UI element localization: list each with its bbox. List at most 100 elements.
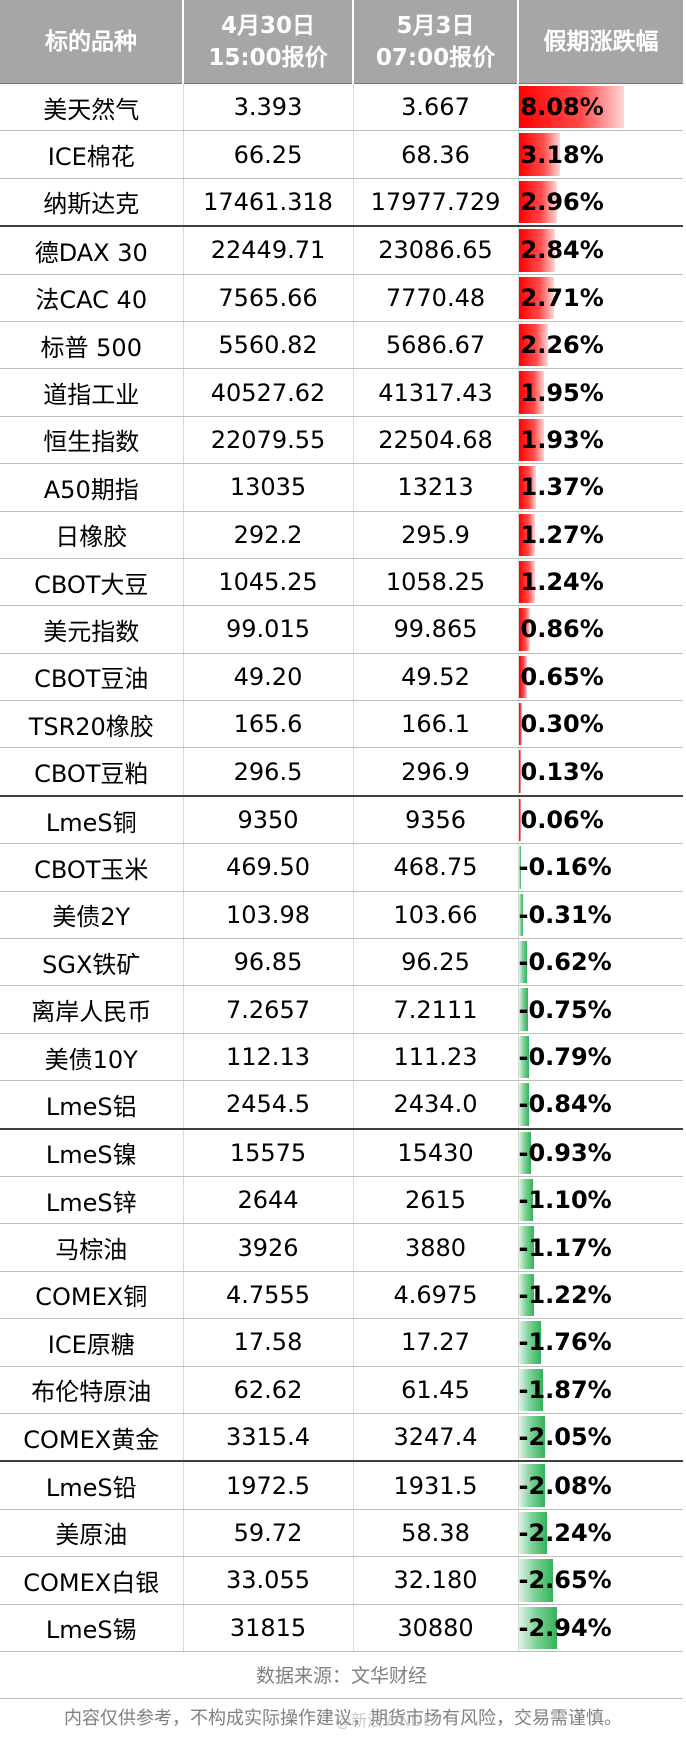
change-percent: 1.24% <box>520 568 604 597</box>
table-row: LmeS锡 31815 30880 -2.94% <box>0 1604 683 1652</box>
change-percent: 0.86% <box>520 615 604 644</box>
disclaimer-text: 内容仅供参考，不构成实际操作建议，期货市场有风险，交易需谨慎。 <box>64 1708 622 1729</box>
table-row: SGX铁矿 96.85 96.25 -0.62% <box>0 938 683 987</box>
instrument-name: LmeS铝 <box>0 1080 184 1130</box>
table-row: 布伦特原油 62.62 61.45 -1.87% <box>0 1366 683 1414</box>
change-percent: -0.84% <box>518 1090 612 1119</box>
holiday-change-cell: -1.76% <box>518 1318 683 1367</box>
change-bar <box>518 560 535 604</box>
table-row: LmeS镍 15575 15430 -0.93% <box>0 1128 683 1177</box>
price-apr30: 7565.66 <box>183 274 354 322</box>
table-row: 德DAX 30 22449.71 23086.65 2.84% <box>0 226 683 275</box>
instrument-name: ICE棉花 <box>0 130 184 179</box>
change-bar <box>518 988 529 1031</box>
table-row: ICE原糖 17.58 17.27 -1.76% <box>0 1318 683 1367</box>
change-percent: 3.18% <box>520 140 604 169</box>
price-may3: 7.2111 <box>353 985 519 1034</box>
holiday-change-cell: -2.94% <box>518 1604 683 1652</box>
header-row: 标的品种 4月30日 15:00报价 5月3日 07:00报价 假期涨跌幅 <box>0 0 683 84</box>
price-apr30: 469.50 <box>183 843 354 892</box>
price-may3: 296.9 <box>353 747 519 797</box>
holiday-change-cell: 0.86% <box>518 605 683 654</box>
instrument-name: 美债10Y <box>0 1033 184 1082</box>
price-may3: 58.38 <box>353 1509 519 1558</box>
change-percent: -2.24% <box>518 1518 612 1547</box>
change-bar <box>518 276 554 319</box>
instrument-name: TSR20橡胶 <box>0 700 184 749</box>
holiday-change-cell: -0.62% <box>518 938 683 987</box>
table-row: LmeS铜 9350 9356 0.06% <box>0 795 683 845</box>
column-header-line: 4月30日 <box>220 12 315 39</box>
holiday-change-cell: 0.65% <box>518 653 683 702</box>
price-may3: 41317.43 <box>353 368 519 417</box>
price-may3: 7770.48 <box>353 274 519 322</box>
instrument-name: COMEX铜 <box>0 1271 184 1320</box>
price-may3: 99.865 <box>353 605 519 654</box>
change-percent: -0.75% <box>518 995 612 1024</box>
change-percent: 1.93% <box>520 425 604 454</box>
holiday-change-cell: -2.65% <box>518 1556 683 1605</box>
column-header-line: 假期涨跌幅 <box>543 28 659 55</box>
holiday-change-cell: -2.05% <box>518 1413 683 1463</box>
table-row: TSR20橡胶 165.6 166.1 0.30% <box>0 700 683 749</box>
change-percent: -1.17% <box>518 1233 612 1262</box>
holiday-change-cell: 8.08% <box>518 83 683 132</box>
price-may3: 30880 <box>353 1604 519 1652</box>
change-bar <box>518 1368 543 1411</box>
change-percent: 2.71% <box>520 283 604 312</box>
price-may3: 61.45 <box>353 1366 519 1414</box>
price-may3: 4.6975 <box>353 1271 519 1320</box>
table-row: 美债10Y 112.13 111.23 -0.79% <box>0 1033 683 1082</box>
table-row: 美债2Y 103.98 103.66 -0.31% <box>0 891 683 940</box>
table-row: 美元指数 99.015 99.865 0.86% <box>0 605 683 654</box>
change-bar <box>518 86 624 129</box>
column-header-1: 4月30日 15:00报价 <box>183 0 354 84</box>
change-percent: -0.31% <box>518 900 612 929</box>
price-may3: 468.75 <box>353 843 519 892</box>
instrument-name: CBOT豆粕 <box>0 747 184 797</box>
column-header-line: 5月3日 <box>396 12 475 39</box>
instrument-name: LmeS锌 <box>0 1176 184 1225</box>
price-apr30: 2644 <box>183 1176 354 1225</box>
change-bar <box>518 1559 553 1602</box>
price-apr30: 96.85 <box>183 938 354 987</box>
change-percent: -0.16% <box>518 853 612 882</box>
change-bar <box>518 1273 535 1317</box>
table-row: 纳斯达克 17461.318 17977.729 2.96% <box>0 178 683 228</box>
change-bar <box>518 1226 534 1269</box>
holiday-change-cell: -1.87% <box>518 1366 683 1414</box>
change-bar <box>518 133 560 176</box>
instrument-name: CBOT玉米 <box>0 843 184 892</box>
price-may3: 22504.68 <box>353 416 519 465</box>
holiday-change-cell: 1.93% <box>518 416 683 465</box>
instrument-name: COMEX黄金 <box>0 1413 184 1463</box>
table-row: A50期指 13035 13213 1.37% <box>0 463 683 512</box>
column-header-line: 07:00报价 <box>375 44 496 71</box>
holiday-change-cell: 2.26% <box>518 321 683 370</box>
holiday-change-cell: 3.18% <box>518 130 683 179</box>
change-percent: 8.08% <box>520 93 604 122</box>
change-bar <box>518 703 523 746</box>
price-apr30: 296.5 <box>183 747 354 797</box>
change-bar <box>518 750 521 793</box>
holiday-change-cell: -0.79% <box>518 1033 683 1082</box>
change-bar <box>518 1464 546 1507</box>
holiday-change-cell: -0.16% <box>518 843 683 892</box>
price-apr30: 59.72 <box>183 1509 354 1558</box>
change-percent: -2.94% <box>518 1613 612 1642</box>
price-may3: 3880 <box>353 1223 519 1272</box>
holiday-price-change-table: 标的品种 4月30日 15:00报价 5月3日 07:00报价 假期涨跌幅 美天然气 3.3… <box>0 0 683 1699</box>
change-percent: 2.84% <box>520 236 604 265</box>
price-apr30: 3926 <box>183 1223 354 1272</box>
futures-table-container: 标的品种 4月30日 15:00报价 5月3日 07:00报价 假期涨跌幅 美天然气 3.3… <box>0 0 683 1699</box>
price-may3: 1058.25 <box>353 558 519 607</box>
table-row: 标普 500 5560.82 5686.67 2.26% <box>0 321 683 370</box>
watermark: @新浪WNDE <box>335 1711 434 1730</box>
instrument-name: 美债2Y <box>0 891 184 940</box>
instrument-name: 法CAC 40 <box>0 274 184 322</box>
holiday-change-cell: 1.24% <box>518 558 683 607</box>
instrument-name: ICE原糖 <box>0 1318 184 1367</box>
change-bar <box>518 798 521 842</box>
table-row: 离岸人民币 7.2657 7.2111 -0.75% <box>0 985 683 1034</box>
data-source-note: 数据来源：文华财经 <box>0 1651 683 1699</box>
